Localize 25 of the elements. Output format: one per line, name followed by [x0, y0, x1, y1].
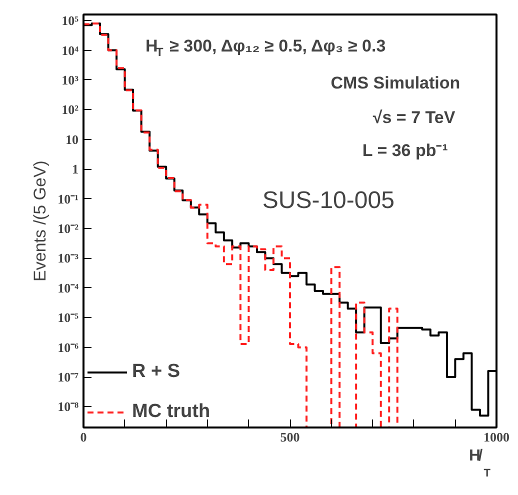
y-tick-label: 10⁻³	[58, 250, 79, 266]
y-tick-label: 10⁵	[62, 13, 79, 28]
annotation: √s = 7 TeV	[372, 108, 456, 128]
y-tick-label: 10	[66, 132, 78, 147]
y-tick-label: 10⁻⁶	[58, 340, 79, 355]
y-axis-title: Events /(5 GeV)	[30, 160, 50, 282]
annotation: CMS Simulation	[330, 73, 460, 92]
x-tick-label: 500	[280, 430, 300, 444]
y-tick-label: 10⁻⁵	[58, 310, 79, 326]
y-tick-label: 10⁻²	[58, 221, 79, 236]
x-axis-title: H̸T	[468, 448, 491, 480]
x-tick-label: 0	[80, 430, 87, 444]
y-tick-label: 10²	[62, 102, 79, 118]
y-tick-label: 10⁴	[62, 42, 79, 58]
y-tick-label: 10⁻⁸	[58, 399, 79, 414]
legend-label: R + S	[132, 361, 180, 383]
y-tick-label: 10⁻⁷	[58, 370, 79, 385]
y-tick-label: 10³	[62, 72, 79, 88]
y-tick-label: 1	[72, 162, 78, 177]
y-tick-label: 10⁻¹	[58, 191, 79, 206]
annotation: L = 36 pb⁻¹	[362, 141, 448, 160]
x-tick-label: 1000	[484, 430, 510, 444]
annotation: SUS-10-005	[262, 186, 394, 214]
y-tick-label: 10⁻⁴	[58, 280, 79, 296]
legend-label: MC truth	[132, 401, 210, 423]
